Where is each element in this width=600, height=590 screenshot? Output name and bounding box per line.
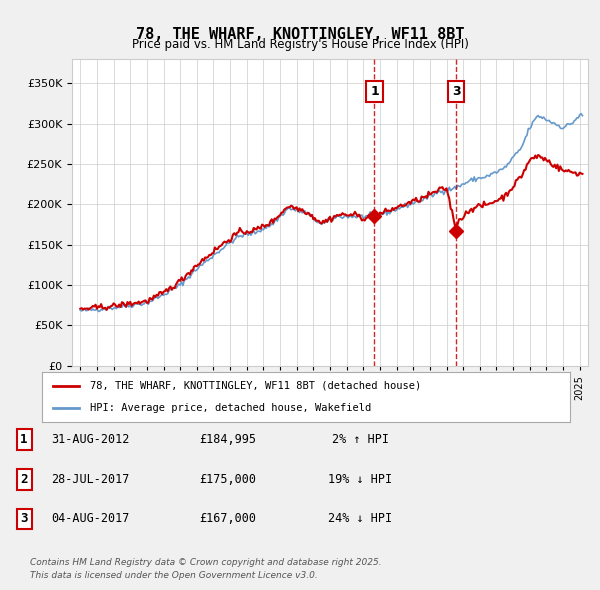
Text: 1: 1 [370, 85, 379, 98]
Text: 78, THE WHARF, KNOTTINGLEY, WF11 8BT (detached house): 78, THE WHARF, KNOTTINGLEY, WF11 8BT (de… [89, 381, 421, 391]
Text: 04-AUG-2017: 04-AUG-2017 [51, 513, 129, 526]
Text: HPI: Average price, detached house, Wakefield: HPI: Average price, detached house, Wake… [89, 403, 371, 413]
Text: 2% ↑ HPI: 2% ↑ HPI [331, 433, 389, 446]
Text: 31-AUG-2012: 31-AUG-2012 [51, 433, 129, 446]
Text: 24% ↓ HPI: 24% ↓ HPI [328, 513, 392, 526]
Text: Price paid vs. HM Land Registry's House Price Index (HPI): Price paid vs. HM Land Registry's House … [131, 38, 469, 51]
Text: 2: 2 [20, 473, 28, 486]
Text: 1: 1 [20, 433, 28, 446]
Text: 3: 3 [452, 85, 461, 98]
Text: 3: 3 [20, 513, 28, 526]
Text: Contains HM Land Registry data © Crown copyright and database right 2025.: Contains HM Land Registry data © Crown c… [30, 558, 382, 566]
Text: £175,000: £175,000 [199, 473, 257, 486]
Text: This data is licensed under the Open Government Licence v3.0.: This data is licensed under the Open Gov… [30, 571, 318, 580]
Text: 78, THE WHARF, KNOTTINGLEY, WF11 8BT: 78, THE WHARF, KNOTTINGLEY, WF11 8BT [136, 27, 464, 41]
Text: 19% ↓ HPI: 19% ↓ HPI [328, 473, 392, 486]
Text: 28-JUL-2017: 28-JUL-2017 [51, 473, 129, 486]
Text: £184,995: £184,995 [199, 433, 257, 446]
Text: £167,000: £167,000 [199, 513, 257, 526]
